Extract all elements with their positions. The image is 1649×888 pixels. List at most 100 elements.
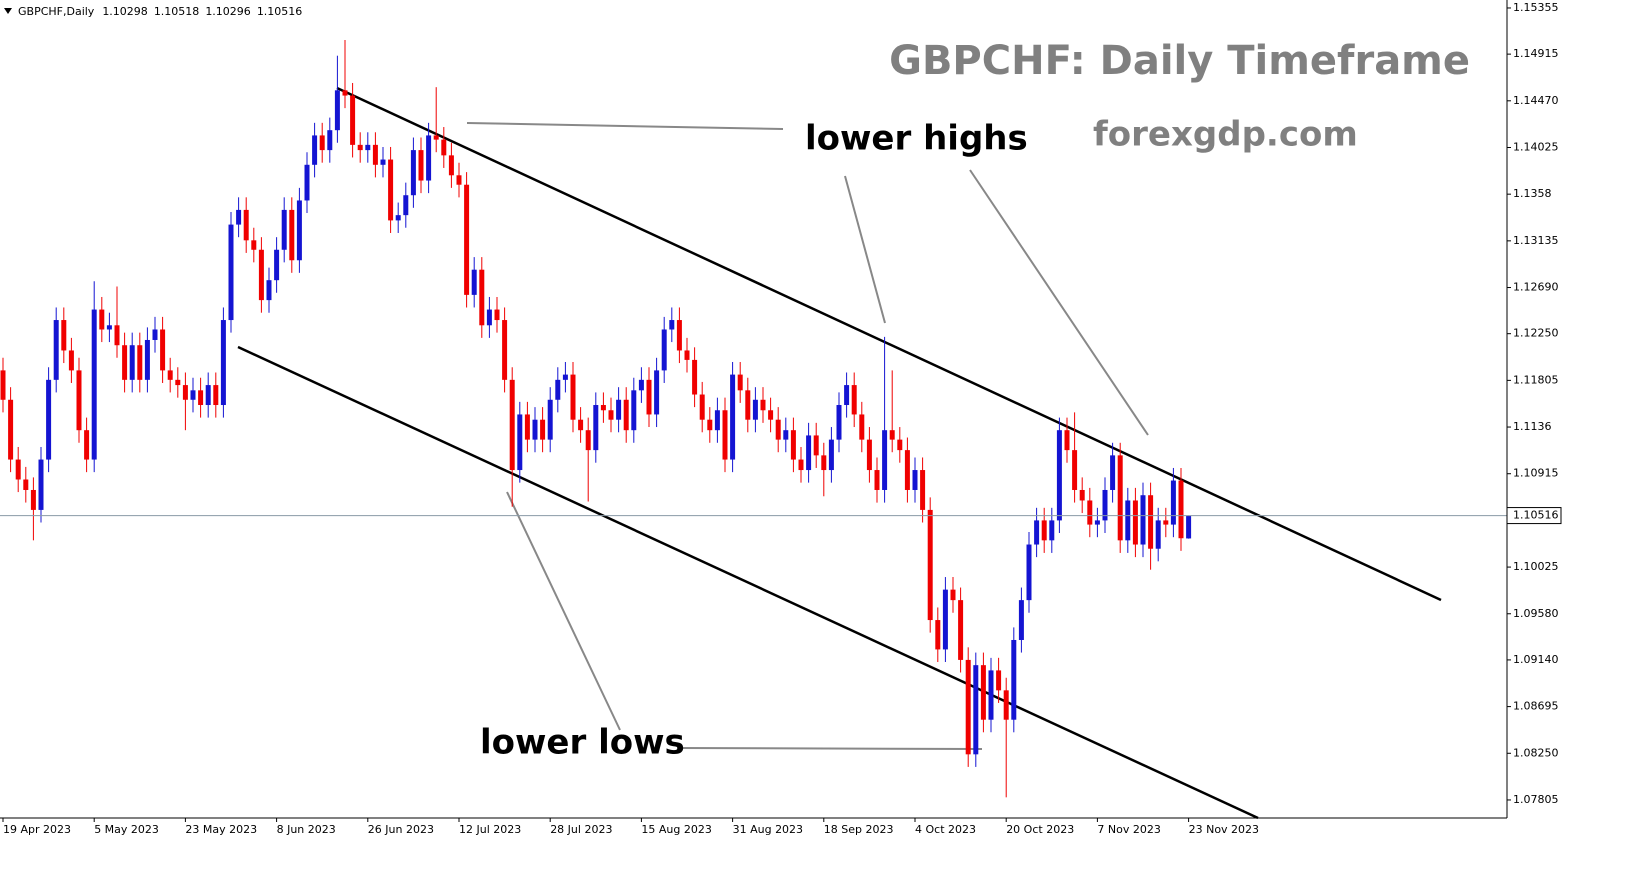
candle-body (281, 209, 287, 250)
lower-channel (237, 345, 1259, 820)
candle-body (304, 164, 310, 201)
candle-body (144, 339, 150, 380)
candle-body (638, 379, 644, 391)
candle-body (851, 385, 857, 415)
candle-body (547, 399, 553, 440)
candle-body (365, 144, 371, 151)
candle-body (844, 385, 850, 406)
candle-body (1034, 520, 1040, 545)
candle-body (190, 390, 196, 400)
candle-body (790, 430, 796, 460)
candle-body (897, 439, 903, 451)
candle-body (152, 329, 158, 340)
candle-body (904, 450, 910, 490)
candle-body (99, 309, 105, 330)
symbol: GBPCHF,Daily (18, 5, 95, 18)
pointer-line (466, 122, 784, 130)
y-tick-label: 1.11805 (1513, 373, 1559, 386)
header: GBPCHF,Daily (4, 5, 95, 18)
candle-body (167, 370, 173, 380)
candle-body (1110, 455, 1116, 490)
candle-body (1102, 489, 1108, 521)
y-tick-label: 1.12690 (1513, 281, 1559, 294)
candle-body (251, 240, 257, 250)
candle-body (486, 309, 492, 326)
candle-body (84, 430, 90, 460)
candle-body (806, 435, 812, 471)
candle-body (479, 269, 485, 326)
candle-body (53, 320, 59, 380)
y-tick-label: 1.09140 (1513, 653, 1559, 666)
candle-body (1011, 639, 1017, 720)
candle-body (631, 390, 637, 431)
candle-body (912, 470, 918, 490)
candle-body (745, 390, 751, 420)
candle-body (296, 200, 302, 261)
x-tick-label: 4 Oct 2023 (915, 823, 976, 836)
candle-body (714, 410, 720, 431)
candle-body (0, 370, 6, 400)
candle-body (1125, 500, 1131, 541)
candle-body (540, 419, 546, 440)
candle-body (1064, 430, 1070, 451)
candle-body (752, 399, 758, 420)
candle-body (213, 385, 219, 406)
y-tick-label: 1.1136 (1513, 420, 1552, 433)
candle-body (426, 135, 432, 181)
candle-body (205, 385, 211, 406)
price-label: 1.10516 (1513, 509, 1559, 522)
candle-body (623, 399, 629, 431)
candle-body (555, 379, 561, 400)
candle-body (418, 150, 424, 181)
candle-body (996, 670, 1002, 691)
candle-body (380, 159, 386, 165)
candle-body (182, 385, 188, 400)
candle-body (882, 430, 888, 490)
y-tick-label: 1.09580 (1513, 607, 1559, 620)
candle-body (448, 155, 454, 176)
candle-body (836, 405, 842, 440)
candle-body (859, 414, 865, 440)
candle-body (783, 430, 789, 440)
candle-body (980, 665, 986, 720)
pointer-line (844, 175, 886, 324)
header-value: 1.10516 (257, 5, 303, 18)
candle-body (1079, 489, 1085, 501)
candle-body (334, 90, 340, 131)
candle-body (676, 320, 682, 351)
candle-body (357, 144, 363, 151)
candle-body (524, 414, 530, 440)
candle-body (699, 394, 705, 420)
candles (0, 39, 1192, 798)
candle-body (562, 374, 568, 380)
candle-body (517, 414, 523, 471)
candle-body (798, 459, 804, 471)
x-tick-label: 18 Sep 2023 (824, 823, 894, 836)
y-tick-label: 1.10025 (1513, 560, 1559, 573)
x-tick-label: 23 May 2023 (185, 823, 257, 836)
candle-body (464, 184, 470, 295)
candle-body (342, 90, 348, 96)
candle-body (1041, 520, 1047, 541)
candle-body (46, 379, 52, 460)
annotation: lower highs (805, 119, 1028, 159)
x-tick-label: 26 Jun 2023 (368, 823, 434, 836)
candle-body (350, 95, 356, 145)
candle-body (220, 320, 226, 406)
candle-body (228, 224, 234, 321)
y-tick-label: 1.13135 (1513, 234, 1559, 247)
candle-body (243, 209, 249, 241)
candle-body (114, 325, 120, 346)
candle-body (68, 350, 74, 371)
candle-body (654, 370, 660, 415)
candle-body (958, 600, 964, 660)
candle-body (327, 130, 333, 151)
candle-body (403, 195, 409, 216)
pointer-line (969, 169, 1149, 436)
candle-body (319, 135, 325, 151)
candle-body (494, 309, 500, 321)
candle-body (608, 410, 614, 420)
candle-body (509, 379, 515, 471)
candle-body (266, 280, 272, 301)
